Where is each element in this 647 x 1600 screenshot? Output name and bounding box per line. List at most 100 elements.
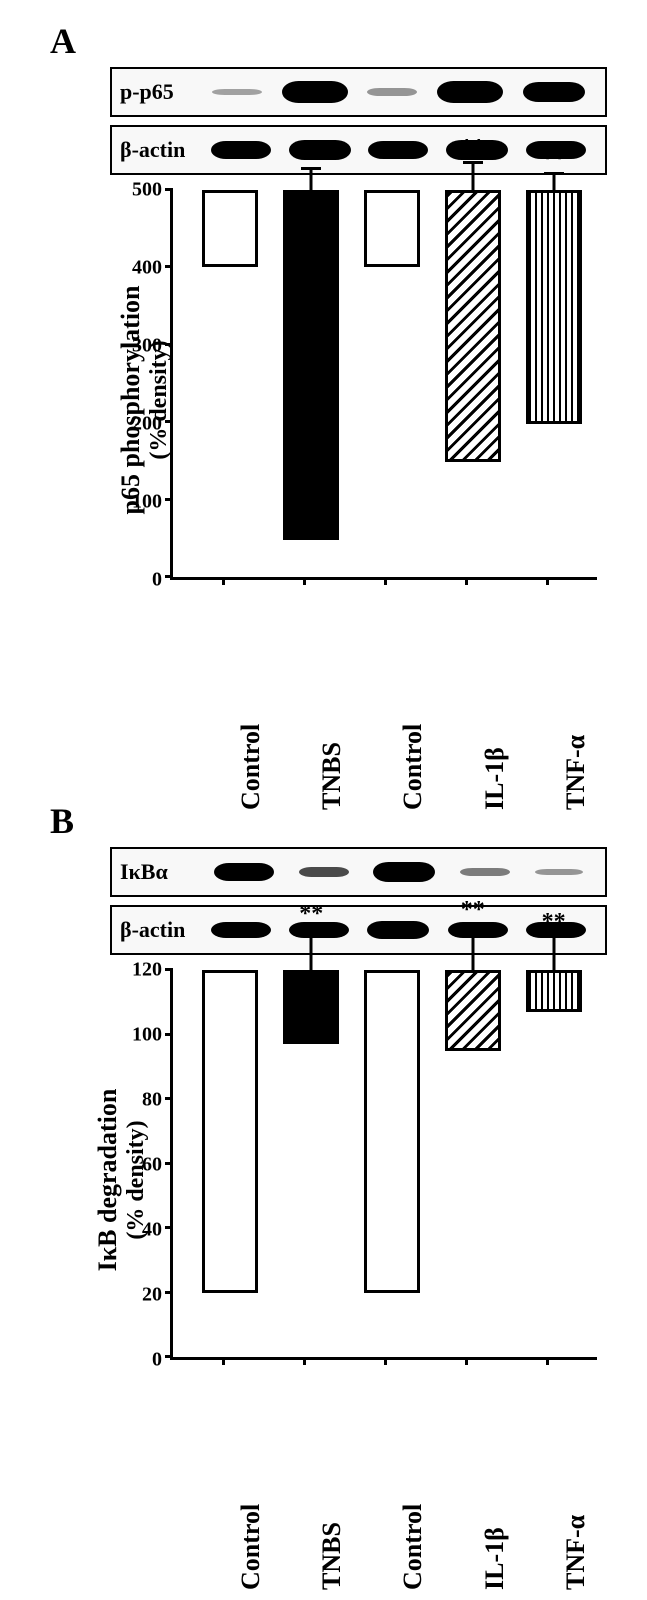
bar-group: ** bbox=[269, 970, 339, 1357]
panel-a-yticks: 0100200300400500 bbox=[110, 190, 170, 580]
panel-a-blots: p-p65 β-actin bbox=[110, 67, 607, 175]
x-axis-label: TNF-α bbox=[561, 1520, 647, 1590]
x-tick-mark bbox=[546, 577, 549, 585]
blot-band bbox=[282, 81, 348, 103]
y-tick-label: 100 bbox=[132, 1024, 162, 1047]
blot-row-bactin-a: β-actin bbox=[110, 125, 607, 175]
bar: ** bbox=[283, 190, 339, 540]
y-tick-mark bbox=[165, 498, 173, 501]
blot-band bbox=[535, 869, 583, 875]
panel-a-label: A bbox=[50, 20, 627, 62]
bar: ** bbox=[526, 970, 582, 1012]
panel-a: A p-p65 β-actin p65 phosphorylation (% d… bbox=[20, 20, 627, 760]
significance-mark: ** bbox=[299, 141, 323, 168]
blot-band bbox=[460, 868, 510, 876]
x-tick-mark bbox=[303, 1357, 306, 1365]
panel-b-plot: ** ** ** bbox=[170, 970, 597, 1360]
y-tick-mark bbox=[165, 1162, 173, 1165]
bar-group bbox=[188, 190, 258, 577]
blot-band bbox=[368, 141, 428, 159]
blot-band bbox=[214, 863, 274, 881]
blot-label-bactin-a: β-actin bbox=[120, 137, 185, 163]
panel-b-blots: IκBα β-actin bbox=[110, 847, 607, 955]
panel-b-bars: ** ** ** bbox=[173, 970, 597, 1357]
bar bbox=[202, 190, 258, 267]
blot-row-pp65: p-p65 bbox=[110, 67, 607, 117]
y-tick-mark bbox=[165, 1097, 173, 1100]
panel-a-plot: ****** bbox=[170, 190, 597, 580]
x-tick-mark bbox=[222, 577, 225, 585]
blot-band bbox=[367, 921, 429, 939]
bar-group bbox=[350, 970, 420, 1357]
significance-mark: ** bbox=[299, 901, 323, 928]
y-tick-mark bbox=[165, 420, 173, 423]
blot-label-pp65: p-p65 bbox=[120, 79, 174, 105]
bar: ** bbox=[283, 970, 339, 1044]
y-tick-label: 500 bbox=[132, 179, 162, 202]
y-tick-label: 20 bbox=[142, 1284, 162, 1307]
panel-b: B IκBα β-actin IκB degradation (% densit… bbox=[20, 800, 627, 1540]
y-tick-mark bbox=[165, 1291, 173, 1294]
x-tick-mark bbox=[384, 577, 387, 585]
blot-row-ikba: IκBα bbox=[110, 847, 607, 897]
y-tick-mark bbox=[165, 1355, 173, 1358]
panel-a-chart: p65 phosphorylation (% density) 01002003… bbox=[110, 190, 607, 610]
x-axis-label: TNF-α bbox=[561, 740, 647, 810]
y-tick-label: 100 bbox=[132, 491, 162, 514]
significance-mark: ** bbox=[461, 897, 485, 924]
x-tick-mark bbox=[546, 1357, 549, 1365]
blot-band bbox=[373, 862, 435, 882]
x-tick-mark bbox=[303, 577, 306, 585]
panel-a-bars: ****** bbox=[173, 190, 597, 577]
y-tick-label: 40 bbox=[142, 1219, 162, 1242]
blot-band bbox=[211, 922, 271, 938]
blot-lanes-bactin-b bbox=[112, 907, 605, 953]
blot-label-bactin-b: β-actin bbox=[120, 917, 185, 943]
error-bar bbox=[471, 925, 474, 973]
bar-group: ** bbox=[431, 970, 501, 1357]
bar: ** bbox=[526, 190, 582, 424]
bar-group: ** bbox=[431, 190, 501, 577]
bar bbox=[364, 190, 420, 267]
x-tick-mark bbox=[465, 1357, 468, 1365]
error-bar bbox=[310, 169, 313, 193]
y-tick-label: 300 bbox=[132, 335, 162, 358]
blot-band bbox=[437, 81, 503, 103]
panel-b-chart: IκB degradation (% density) 020406080100… bbox=[110, 970, 607, 1390]
error-bar bbox=[552, 174, 555, 193]
blot-band bbox=[523, 82, 585, 102]
y-tick-label: 120 bbox=[132, 959, 162, 982]
panel-b-yticks: 020406080100120 bbox=[110, 970, 170, 1360]
error-bar bbox=[310, 929, 313, 973]
significance-mark: ** bbox=[461, 135, 485, 162]
x-tick-mark bbox=[384, 1357, 387, 1365]
blot-lanes-bactin-a bbox=[112, 127, 605, 173]
y-tick-mark bbox=[165, 343, 173, 346]
error-bar bbox=[471, 163, 474, 193]
y-tick-mark bbox=[165, 188, 173, 191]
y-tick-label: 400 bbox=[132, 257, 162, 280]
y-tick-mark bbox=[165, 575, 173, 578]
y-tick-label: 60 bbox=[142, 1154, 162, 1177]
bar bbox=[364, 970, 420, 1293]
bar bbox=[202, 970, 258, 1293]
blot-lanes-pp65 bbox=[112, 69, 605, 115]
significance-mark: ** bbox=[542, 909, 566, 936]
blot-band bbox=[367, 88, 417, 96]
blot-band bbox=[211, 141, 271, 159]
blot-band bbox=[299, 867, 349, 877]
y-tick-mark bbox=[165, 265, 173, 268]
y-tick-label: 200 bbox=[132, 413, 162, 436]
bar: ** bbox=[445, 190, 501, 462]
blot-label-ikba: IκBα bbox=[120, 859, 168, 885]
bar-group bbox=[350, 190, 420, 577]
y-tick-mark bbox=[165, 1226, 173, 1229]
bar-group: ** bbox=[512, 970, 582, 1357]
y-tick-mark bbox=[165, 968, 173, 971]
x-tick-mark bbox=[465, 577, 468, 585]
blot-row-bactin-b: β-actin bbox=[110, 905, 607, 955]
y-tick-mark bbox=[165, 1033, 173, 1036]
panel-b-xlabels: ControlTNBSControlIL-1βTNF-α bbox=[170, 1390, 597, 1520]
significance-mark: ** bbox=[542, 146, 566, 173]
bar-group: ** bbox=[269, 190, 339, 577]
